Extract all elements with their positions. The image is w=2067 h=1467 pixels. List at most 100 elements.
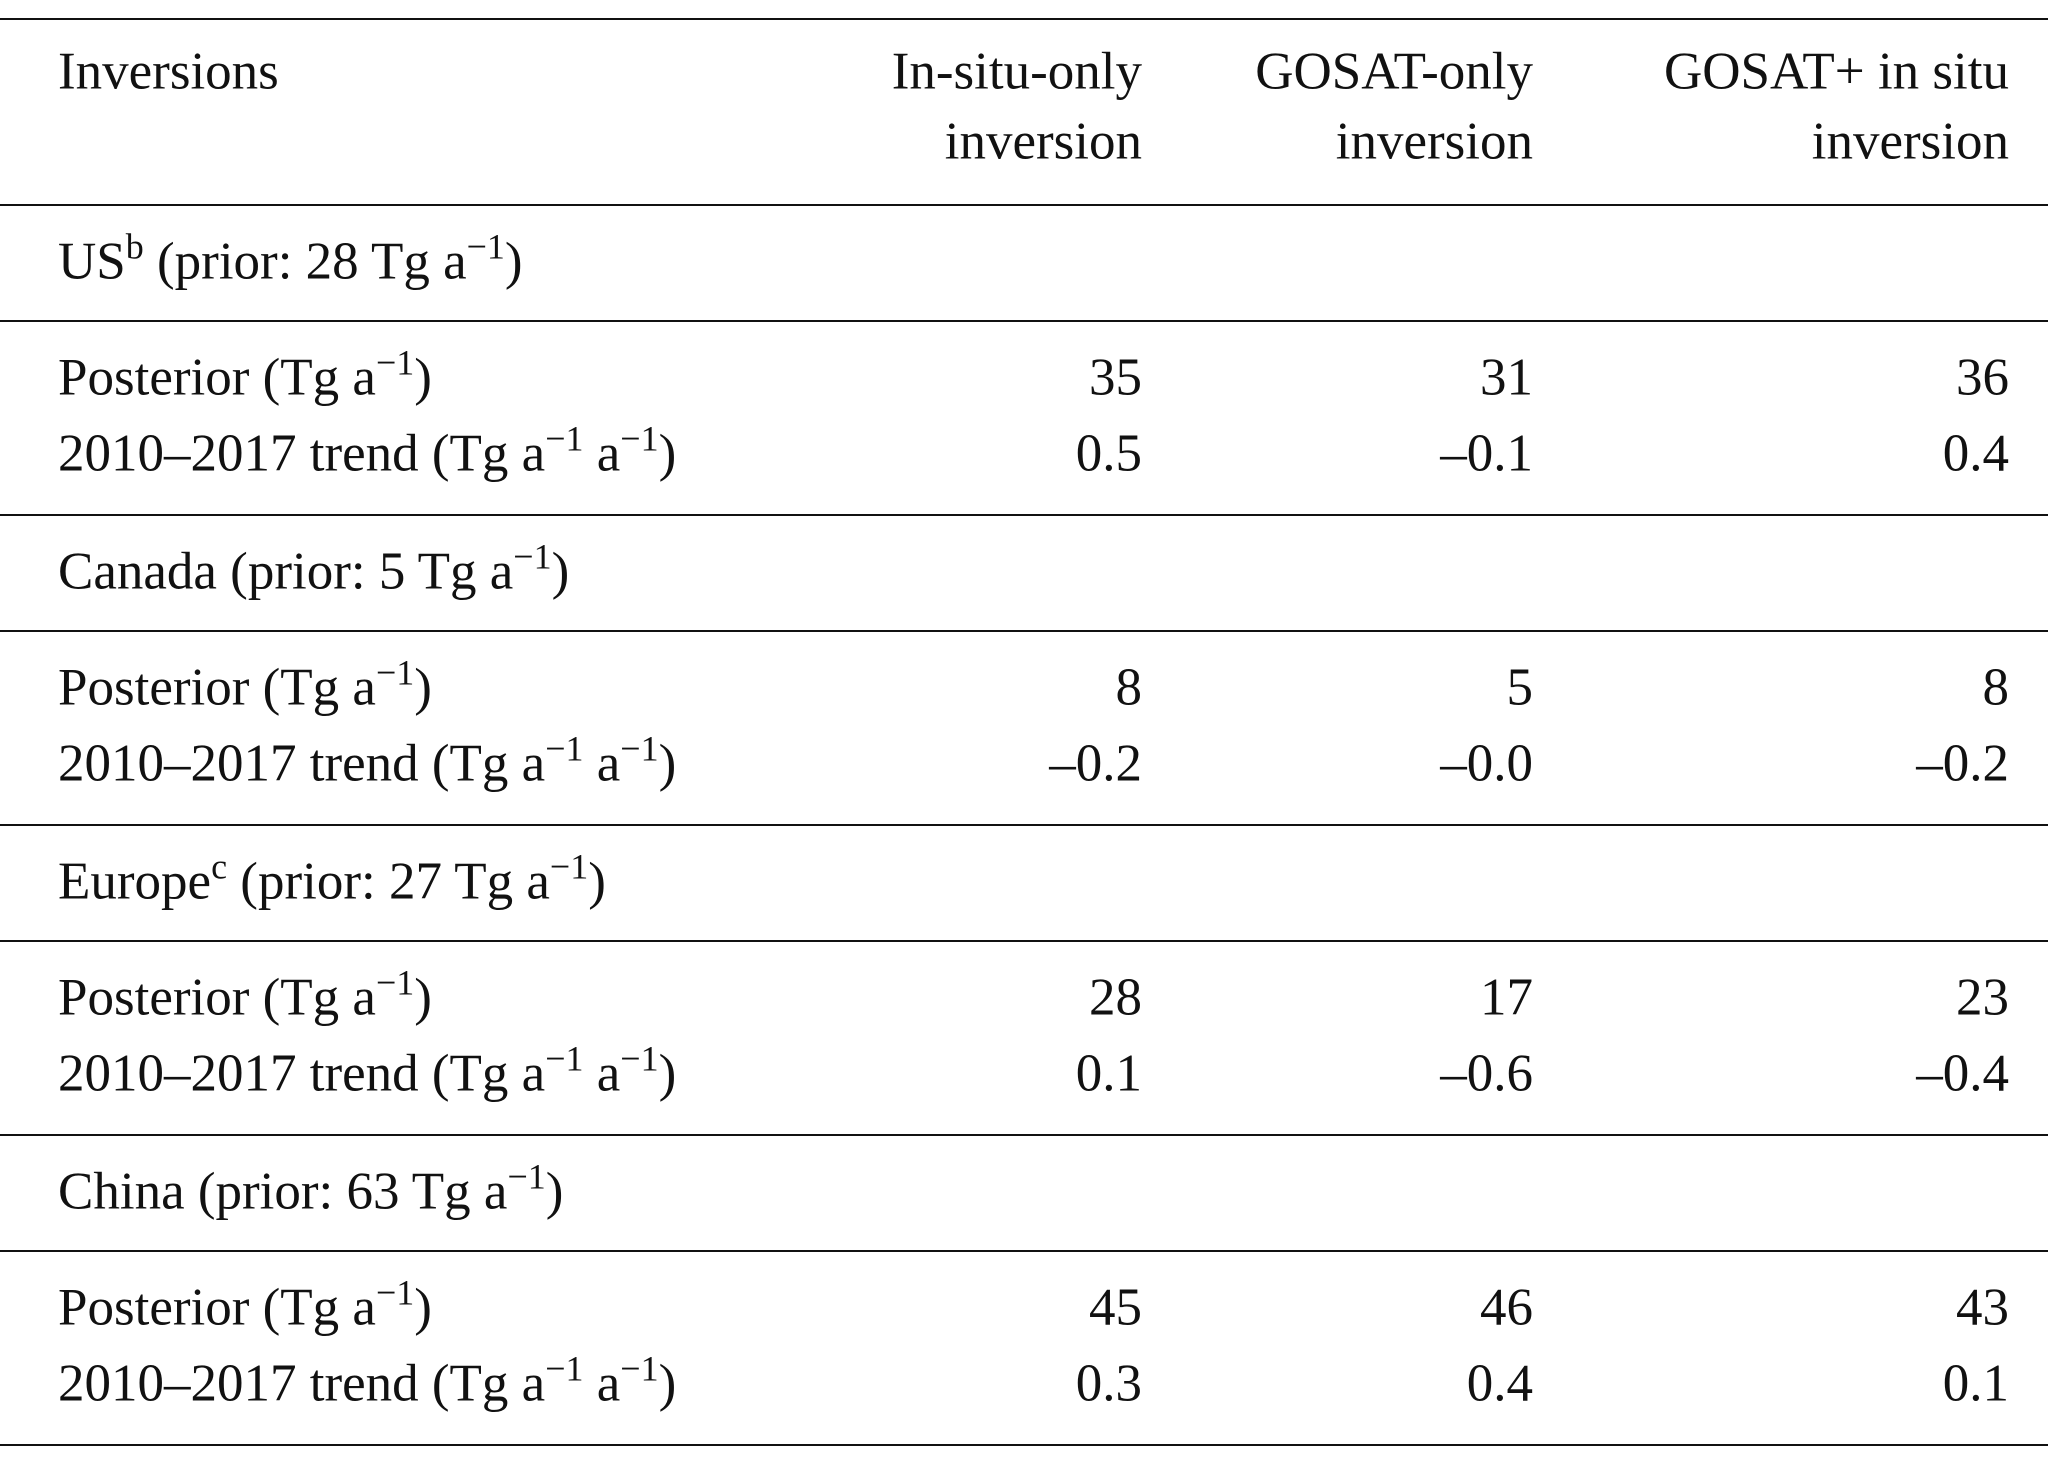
- value-cell: 35: [1089, 348, 1142, 407]
- text-run: Posterior (Tg a: [58, 658, 376, 717]
- text-run: (prior: 28 Tg a: [143, 232, 467, 291]
- superscript: −1: [375, 962, 415, 1003]
- value-cell: 45: [1089, 1278, 1142, 1337]
- value-cell: –0.2: [1049, 734, 1142, 793]
- row-label: Posterior (Tg a−1): [58, 1275, 432, 1337]
- text-run: a: [583, 424, 621, 483]
- text-run: 2010–2017 trend (Tg a: [58, 424, 546, 483]
- value-cell: –0.6: [1440, 1044, 1533, 1103]
- text-run: ): [414, 968, 432, 1027]
- row-label: 2010–2017 trend (Tg a−1 a−1): [58, 1041, 677, 1103]
- value-cell: –0.4: [1916, 1044, 2009, 1103]
- text-run: (prior: 27 Tg a: [227, 852, 550, 911]
- header-cell: inversion: [1335, 112, 1533, 171]
- value-cell: 0.4: [1466, 1354, 1533, 1413]
- superscript: −1: [513, 536, 552, 577]
- superscript: −1: [620, 1348, 659, 1389]
- rule: [0, 1134, 2048, 1136]
- header-cell: Inversions: [58, 42, 279, 101]
- group-label: Canada (prior: 5 Tg a−1): [58, 539, 570, 601]
- text-run: Inversions: [58, 42, 279, 101]
- header-cell: GOSAT-only: [1255, 42, 1533, 101]
- value-cell: 0.1: [1942, 1354, 2009, 1413]
- value-cell: 5: [1506, 658, 1534, 717]
- rule: [0, 514, 2048, 516]
- group-label: USb (prior: 28 Tg a−1): [58, 229, 523, 291]
- rule: [0, 824, 2048, 826]
- rule: [0, 630, 2048, 632]
- value-cell: –0.0: [1440, 734, 1533, 793]
- superscript: c: [211, 846, 228, 887]
- rule: [0, 940, 2048, 942]
- header-cell: GOSAT+ in situ: [1664, 42, 2009, 101]
- text-run: ): [414, 1278, 432, 1337]
- superscript: −1: [507, 1156, 546, 1197]
- superscript: −1: [545, 728, 584, 769]
- rule: [0, 204, 2048, 206]
- text-run: ): [414, 658, 432, 717]
- superscript: −1: [549, 846, 589, 887]
- text-run: ): [551, 542, 570, 601]
- text-run: ): [658, 424, 677, 483]
- text-run: Posterior (Tg a: [58, 968, 376, 1027]
- superscript: −1: [620, 418, 659, 459]
- value-cell: 46: [1480, 1278, 1533, 1337]
- text-run: ): [414, 348, 432, 407]
- rule: [0, 320, 2048, 322]
- text-run: ): [658, 1044, 677, 1103]
- superscript: −1: [620, 728, 659, 769]
- row-label: Posterior (Tg a−1): [58, 965, 432, 1027]
- value-cell: 17: [1480, 968, 1533, 1027]
- value-cell: 31: [1480, 348, 1533, 407]
- header-cell: inversion: [944, 112, 1142, 171]
- text-run: 2010–2017 trend (Tg a: [58, 1354, 546, 1413]
- rule: [0, 18, 2048, 20]
- superscript: −1: [620, 1038, 659, 1079]
- superscript: −1: [375, 652, 415, 693]
- text-run: Posterior (Tg a: [58, 348, 376, 407]
- text-run: a: [583, 734, 621, 793]
- row-label: 2010–2017 trend (Tg a−1 a−1): [58, 731, 677, 793]
- text-run: 2010–2017 trend (Tg a: [58, 734, 546, 793]
- text-run: ): [658, 734, 677, 793]
- superscript: b: [125, 226, 144, 267]
- text-run: ): [658, 1354, 677, 1413]
- superscript: −1: [545, 1348, 584, 1389]
- row-label: Posterior (Tg a−1): [58, 345, 432, 407]
- superscript: −1: [545, 418, 584, 459]
- value-cell: 0.4: [1942, 424, 2009, 483]
- superscript: −1: [375, 1272, 415, 1313]
- text-run: a: [583, 1354, 621, 1413]
- row-label: Posterior (Tg a−1): [58, 655, 432, 717]
- value-cell: –0.1: [1440, 424, 1533, 483]
- value-cell: 43: [1956, 1278, 2009, 1337]
- group-label: Europec (prior: 27 Tg a−1): [58, 849, 606, 911]
- text-run: ): [588, 852, 606, 911]
- rule: [0, 1250, 2048, 1252]
- value-cell: 0.5: [1075, 424, 1142, 483]
- header-cell: inversion: [1811, 112, 2009, 171]
- text-run: 2010–2017 trend (Tg a: [58, 1044, 546, 1103]
- value-cell: 0.1: [1075, 1044, 1142, 1103]
- value-cell: 23: [1956, 968, 2009, 1027]
- value-cell: 36: [1956, 348, 2009, 407]
- value-cell: 0.3: [1075, 1354, 1142, 1413]
- text-run: Canada (prior: 5 Tg a: [58, 542, 514, 601]
- header-cell: In-situ-only: [891, 42, 1142, 101]
- superscript: −1: [375, 342, 415, 383]
- value-cell: 8: [1982, 658, 2010, 717]
- row-label: 2010–2017 trend (Tg a−1 a−1): [58, 1351, 677, 1413]
- text-run: ): [504, 232, 523, 291]
- row-label: 2010–2017 trend (Tg a−1 a−1): [58, 421, 677, 483]
- text-run: US: [58, 232, 126, 291]
- text-run: Europe: [58, 852, 212, 911]
- text-run: China (prior: 63 Tg a: [58, 1162, 508, 1221]
- value-cell: –0.2: [1916, 734, 2009, 793]
- group-label: China (prior: 63 Tg a−1): [58, 1159, 563, 1221]
- text-run: Posterior (Tg a: [58, 1278, 376, 1337]
- superscript: −1: [466, 226, 505, 267]
- value-cell: 8: [1115, 658, 1143, 717]
- rule: [0, 1444, 2048, 1446]
- superscript: −1: [545, 1038, 584, 1079]
